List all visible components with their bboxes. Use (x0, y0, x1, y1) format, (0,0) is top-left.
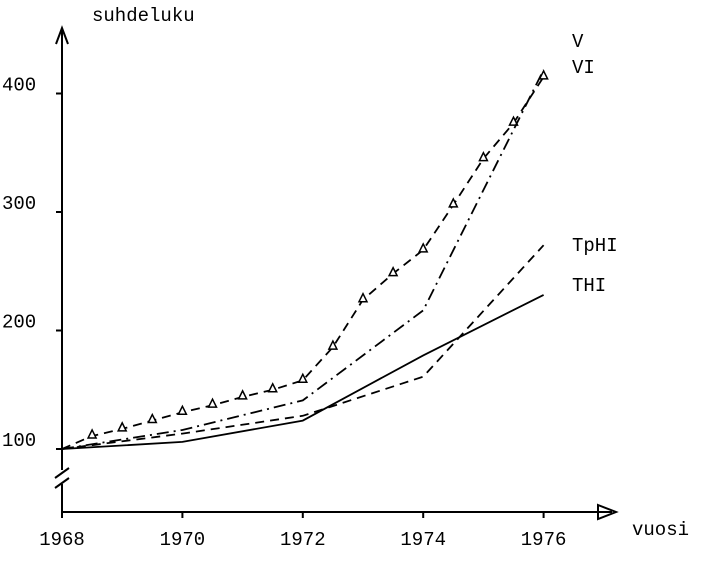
triangle-marker (327, 339, 339, 350)
series-label: VI (572, 57, 595, 79)
y-tick-label: 100 (2, 430, 36, 452)
series-line (61, 244, 545, 450)
series-line (61, 69, 545, 450)
triangle-marker (237, 389, 248, 400)
triangle-marker (207, 397, 218, 408)
series-label: THI (572, 275, 606, 297)
triangle-marker (86, 428, 98, 439)
series-line (61, 76, 545, 450)
x-tick-label: 1972 (280, 529, 326, 551)
triangle-marker (357, 292, 369, 303)
triangle-marker (508, 115, 519, 126)
x-axis-label: vuosi (632, 519, 689, 541)
triangle-marker (267, 382, 278, 393)
triangle-marker (417, 242, 429, 253)
y-tick-label: 300 (2, 193, 36, 215)
x-tick-label: 1976 (521, 529, 567, 551)
triangle-marker (147, 412, 158, 424)
triangle-marker (387, 265, 399, 277)
triangle-marker (478, 150, 489, 162)
triangle-marker (177, 404, 188, 416)
x-tick-label: 1968 (39, 529, 85, 551)
y-tick-label: 400 (2, 75, 36, 97)
series-label: TpHI (572, 235, 618, 257)
y-axis-label: suhdeluku (92, 5, 195, 27)
x-arrow (597, 503, 619, 521)
triangle-marker (116, 421, 128, 432)
series-label: V (572, 31, 584, 53)
y-arrow (55, 25, 69, 45)
x-tick-label: 1970 (160, 529, 206, 551)
axis-break (54, 467, 70, 489)
y-tick-label: 200 (2, 312, 36, 334)
series-line (61, 294, 545, 450)
x-tick-label: 1974 (400, 529, 446, 551)
triangle-marker (448, 197, 459, 208)
triangle-marker (297, 372, 309, 384)
